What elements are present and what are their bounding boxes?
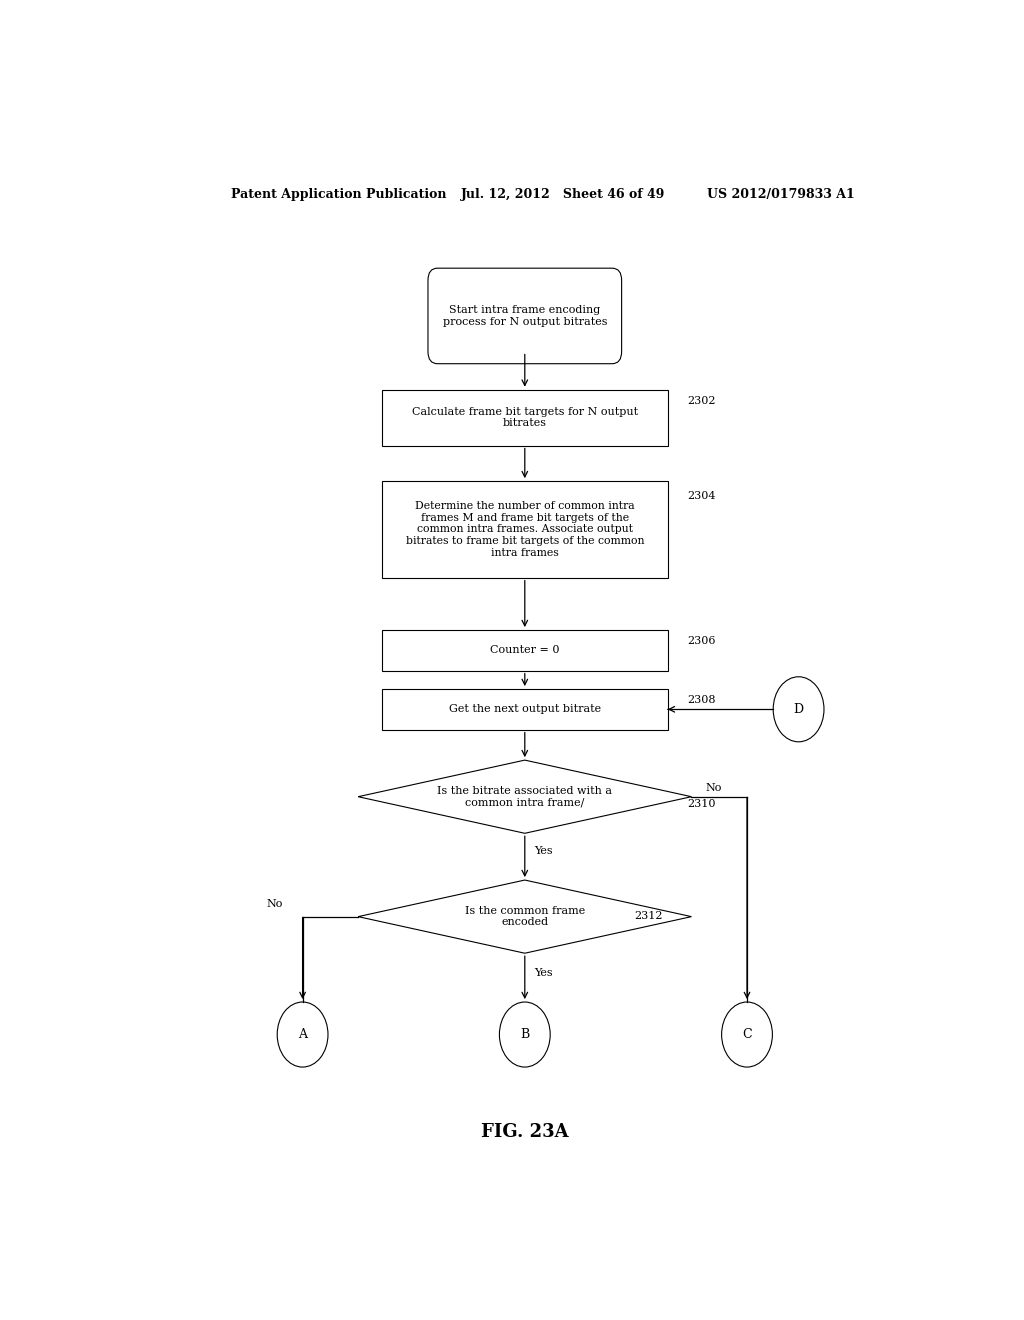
Bar <box>382 689 668 730</box>
Text: Patent Application Publication: Patent Application Publication <box>231 189 446 202</box>
Text: Is the bitrate associated with a
common intra frame/: Is the bitrate associated with a common … <box>437 785 612 808</box>
Circle shape <box>278 1002 328 1067</box>
Text: 2310: 2310 <box>687 799 716 809</box>
Polygon shape <box>358 880 691 953</box>
Text: Counter = 0: Counter = 0 <box>490 645 559 655</box>
Text: 2306: 2306 <box>687 636 716 647</box>
Polygon shape <box>358 760 691 833</box>
Text: US 2012/0179833 A1: US 2012/0179833 A1 <box>708 189 855 202</box>
Text: Start intra frame encoding
process for N output bitrates: Start intra frame encoding process for N… <box>442 305 607 327</box>
Text: No: No <box>267 899 284 909</box>
Bar <box>382 630 668 671</box>
Text: Calculate frame bit targets for N output
bitrates: Calculate frame bit targets for N output… <box>412 407 638 429</box>
Bar <box>382 480 668 578</box>
Text: Jul. 12, 2012   Sheet 46 of 49: Jul. 12, 2012 Sheet 46 of 49 <box>461 189 666 202</box>
Text: D: D <box>794 702 804 715</box>
Text: Get the next output bitrate: Get the next output bitrate <box>449 705 601 714</box>
Text: C: C <box>742 1028 752 1041</box>
Text: FIG. 23A: FIG. 23A <box>481 1123 568 1140</box>
Text: 2304: 2304 <box>687 491 716 500</box>
Text: Yes: Yes <box>535 846 553 855</box>
Text: Yes: Yes <box>535 968 553 978</box>
Text: 2302: 2302 <box>687 396 716 407</box>
Text: 2312: 2312 <box>634 911 663 920</box>
Circle shape <box>722 1002 772 1067</box>
FancyBboxPatch shape <box>428 268 622 364</box>
Bar <box>382 389 668 446</box>
Text: 2308: 2308 <box>687 696 716 705</box>
Text: Is the common frame
encoded: Is the common frame encoded <box>465 906 585 928</box>
Text: B: B <box>520 1028 529 1041</box>
Text: A: A <box>298 1028 307 1041</box>
Circle shape <box>773 677 824 742</box>
Text: No: No <box>706 783 722 792</box>
Text: Determine the number of common intra
frames M and frame bit targets of the
commo: Determine the number of common intra fra… <box>406 502 644 557</box>
Circle shape <box>500 1002 550 1067</box>
